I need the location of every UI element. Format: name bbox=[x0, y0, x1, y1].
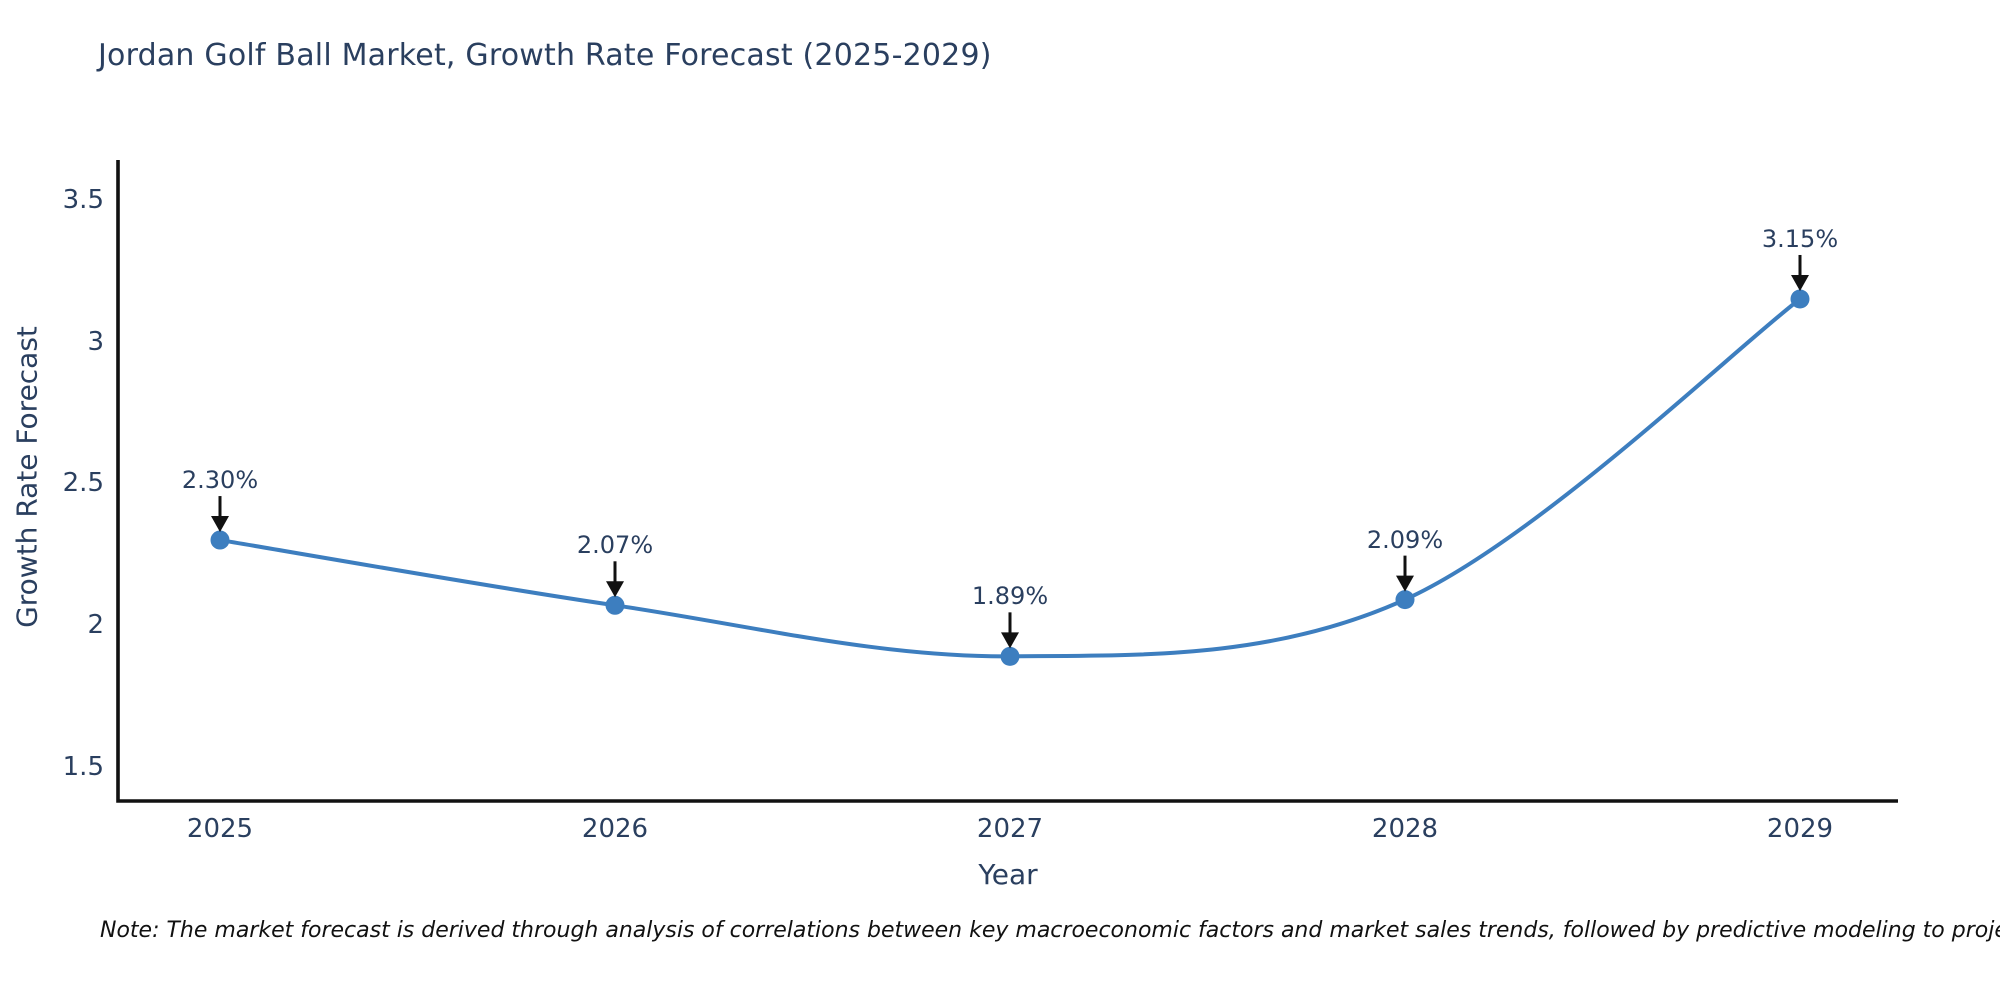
y-tick-label: 2.5 bbox=[62, 468, 104, 499]
y-axis-title: Growth Rate Forecast bbox=[10, 326, 44, 628]
y-tick-label: 2 bbox=[87, 610, 104, 641]
x-tick-label: 2027 bbox=[976, 814, 1044, 844]
data-point-marker bbox=[605, 595, 625, 615]
data-point-marker bbox=[1395, 590, 1415, 610]
annotation-arrow-head bbox=[1791, 274, 1809, 291]
data-point-marker bbox=[210, 530, 230, 550]
point-value-label: 2.07% bbox=[576, 531, 654, 560]
point-value-label: 3.15% bbox=[1761, 224, 1839, 253]
annotation-arrow-head bbox=[606, 581, 624, 598]
point-value-label: 2.30% bbox=[181, 466, 259, 495]
chart-footnote: Note: The market forecast is derived thr… bbox=[100, 918, 2000, 943]
x-tick-label: 2029 bbox=[1766, 814, 1834, 844]
axis-lines bbox=[116, 160, 1898, 803]
x-tick-label: 2026 bbox=[581, 814, 649, 844]
point-value-label: 2.09% bbox=[1366, 525, 1444, 554]
annotation-arrow-head bbox=[1396, 575, 1414, 592]
data-point-marker bbox=[1000, 646, 1020, 666]
x-axis-title: Year bbox=[978, 858, 1038, 891]
y-tick-label: 1.5 bbox=[62, 751, 104, 782]
data-point-marker bbox=[1790, 289, 1810, 309]
x-tick-label: 2028 bbox=[1371, 814, 1439, 844]
y-tick-label: 3 bbox=[87, 326, 104, 357]
y-tick-label: 3.5 bbox=[62, 184, 104, 215]
x-tick-label: 2025 bbox=[186, 814, 254, 844]
annotation-arrow-head bbox=[211, 516, 229, 533]
annotation-arrow-head bbox=[1001, 632, 1019, 649]
chart-title: Jordan Golf Ball Market, Growth Rate For… bbox=[98, 38, 992, 73]
point-value-label: 1.89% bbox=[971, 582, 1049, 611]
